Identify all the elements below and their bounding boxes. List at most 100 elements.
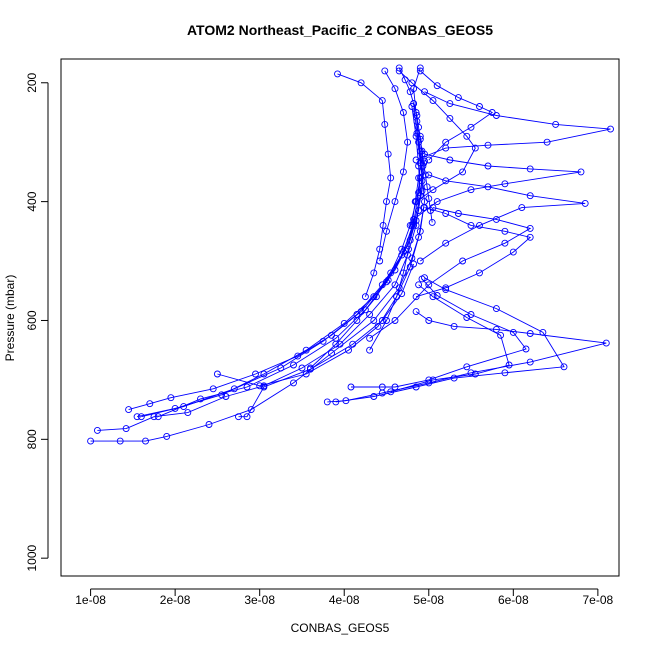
data-point — [501, 227, 509, 235]
series-line — [217, 207, 425, 387]
series-3 — [125, 100, 424, 414]
data-point — [429, 97, 437, 105]
data-point — [459, 257, 467, 265]
data-point — [222, 393, 230, 400]
data-point — [442, 239, 450, 247]
series-line — [335, 277, 565, 403]
data-point — [442, 138, 450, 146]
data-point — [378, 383, 386, 391]
data-point — [366, 346, 374, 354]
data-point — [501, 369, 509, 377]
data-point — [370, 317, 378, 324]
series-18 — [334, 70, 395, 301]
data-point — [366, 311, 374, 318]
series-14 — [366, 204, 534, 342]
data-point — [294, 352, 302, 360]
series-21 — [416, 67, 496, 164]
data-point — [522, 345, 530, 353]
data-point — [450, 374, 458, 382]
data-point — [391, 198, 399, 206]
plot-frame — [60, 58, 620, 577]
data-point — [146, 400, 154, 408]
data-point — [446, 156, 454, 164]
data-point — [376, 257, 384, 265]
data-point — [256, 382, 264, 390]
data-point — [399, 168, 407, 176]
data-point — [602, 339, 610, 347]
data-point — [378, 317, 386, 324]
data-point — [167, 394, 175, 402]
data-point — [501, 239, 509, 247]
data-point — [463, 314, 471, 321]
series-line — [398, 67, 433, 223]
y-tick-label: 800 — [25, 429, 39, 449]
data-point — [526, 358, 534, 366]
data-point — [399, 269, 407, 277]
series-12 — [387, 281, 513, 396]
data-point — [581, 199, 589, 207]
data-point — [290, 361, 297, 369]
data-point — [235, 413, 242, 421]
data-point — [416, 174, 424, 182]
data-point — [425, 281, 433, 289]
data-point — [518, 204, 526, 212]
series-line — [390, 284, 510, 393]
data-point — [421, 88, 428, 96]
data-point — [415, 281, 423, 289]
data-point — [209, 385, 217, 393]
series-11 — [347, 275, 530, 391]
series-13 — [412, 204, 534, 301]
data-point — [404, 138, 412, 146]
data-point — [383, 198, 390, 206]
data-point — [471, 370, 479, 378]
data-point — [471, 144, 479, 152]
y-tick-label: 600 — [25, 310, 39, 330]
data-point — [391, 383, 399, 391]
data-point — [526, 192, 534, 200]
data-point — [398, 245, 406, 253]
y-tick-label: 1000 — [25, 545, 39, 572]
data-point — [446, 114, 454, 122]
data-point — [197, 395, 204, 403]
data-point — [319, 337, 327, 345]
data-point — [412, 198, 420, 206]
data-point — [488, 109, 496, 116]
data-point — [391, 317, 399, 324]
data-point — [539, 328, 547, 336]
data-point — [116, 437, 124, 445]
data-point — [416, 135, 424, 143]
data-point — [361, 306, 369, 314]
series-8 — [235, 260, 418, 421]
data-point — [442, 284, 450, 292]
data-point — [418, 150, 426, 158]
data-point — [412, 156, 420, 164]
data-point — [218, 391, 226, 399]
data-point — [552, 120, 560, 128]
data-point — [421, 171, 429, 179]
series-15 — [416, 171, 589, 265]
data-point — [399, 109, 407, 116]
data-point — [381, 67, 389, 75]
series-7 — [213, 204, 428, 390]
series-10 — [332, 274, 568, 406]
data-point — [484, 162, 492, 170]
data-point — [607, 125, 614, 133]
series-17 — [412, 88, 614, 164]
data-point — [298, 364, 306, 372]
data-point — [560, 363, 568, 371]
x-tick-label: 2e-08 — [160, 593, 191, 607]
series-line — [137, 121, 423, 418]
data-point — [243, 413, 251, 421]
data-point — [413, 112, 421, 119]
chart-title: ATOM2 Northeast_Pacific_2 CONBAS_GEOS5 — [187, 22, 493, 38]
series-22 — [395, 64, 436, 226]
data-point — [526, 330, 534, 337]
data-point — [433, 198, 441, 206]
data-point — [154, 413, 162, 421]
data-point — [416, 67, 424, 75]
data-point — [450, 322, 458, 330]
data-point — [526, 165, 534, 173]
data-point — [393, 293, 401, 301]
data-point — [492, 305, 500, 313]
